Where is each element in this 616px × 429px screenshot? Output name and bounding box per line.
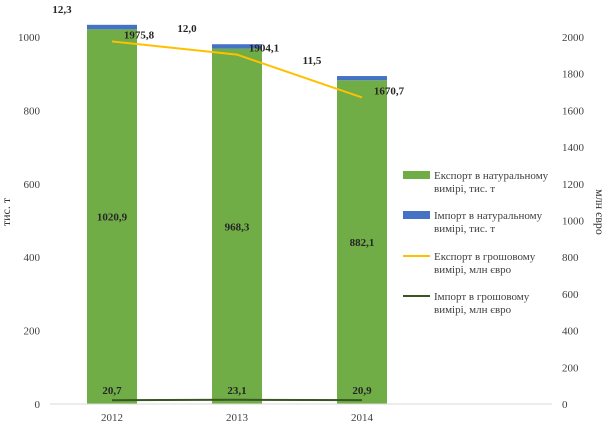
- data-label-import-volume: 12,0: [177, 23, 197, 35]
- bar-import-volume: [87, 24, 137, 30]
- data-label-export-volume: 882,1: [350, 237, 375, 249]
- legend-label: Імпорт в грошовому вимірі, млн євро: [434, 291, 530, 316]
- bar-import-volume: [212, 44, 262, 49]
- y-tick-label: 600: [24, 179, 41, 191]
- line-export-value: [111, 40, 363, 99]
- data-label-export-volume: 968,3: [225, 221, 250, 233]
- y2-tick-label: 1600: [562, 105, 585, 117]
- y2-tick-label: 1000: [562, 216, 585, 228]
- y2-tick-label: 1200: [562, 179, 585, 191]
- y2-tick-label: 600: [562, 289, 579, 301]
- y2-axis-ticks: 0 200 400 600 800 1000 1200 1400 1600 1800 2000: [562, 32, 585, 411]
- x-axis-ticks: 2012 2013 2014: [101, 412, 374, 424]
- data-label-export-value: 1975,8: [124, 29, 155, 41]
- bars: [87, 24, 387, 405]
- data-label-import-value: 20,7: [102, 385, 122, 397]
- y-axis-ticks: 0 200 400 600 800 1000: [18, 32, 41, 411]
- data-labels: 1020,9 968,3 882,1 12,3 12,0 11,5 1975,8 1904,1…: [52, 4, 404, 397]
- y-tick-label: 800: [24, 105, 41, 117]
- y2-tick-label: 400: [562, 326, 579, 338]
- data-label-import-volume: 12,3: [52, 4, 72, 16]
- legend-label: Імпорт в натуральному вимірі, тис. т: [434, 210, 543, 235]
- data-label-export-volume: 1020,9: [97, 212, 128, 224]
- data-label-import-value: 20,9: [352, 385, 372, 397]
- x-tick-label: 2012: [101, 412, 123, 424]
- lines: [111, 40, 363, 402]
- y2-axis-title: млн євро: [593, 189, 607, 235]
- y2-tick-label: 1400: [562, 142, 585, 154]
- data-label-import-volume: 11,5: [303, 55, 322, 67]
- y2-tick-label: 1800: [562, 69, 585, 81]
- legend-marker: [403, 211, 430, 219]
- bar-import-volume: [337, 76, 387, 81]
- legend-label: Експорт в натуральному вимірі, тис. т: [434, 170, 549, 195]
- legend-marker: [403, 171, 430, 179]
- data-label-export-value: 1904,1: [249, 43, 279, 55]
- y-tick-label: 200: [24, 326, 41, 338]
- y2-tick-label: 200: [562, 362, 579, 374]
- x-tick-label: 2014: [351, 412, 374, 424]
- y2-tick-label: 800: [562, 252, 579, 264]
- y2-tick-label: 0: [562, 399, 568, 411]
- bar-export-volume: [337, 80, 387, 405]
- y-axis-title: тис. т: [0, 197, 13, 226]
- legend-label: Експорт в грошовому вимірі, млн євро: [434, 251, 536, 276]
- x-tick-label: 2013: [226, 412, 249, 424]
- legend: Експорт в натуральному вимірі, тис. т Імпо…: [403, 170, 549, 316]
- y-tick-label: 1000: [18, 32, 41, 44]
- data-label-export-value: 1670,7: [374, 85, 405, 97]
- data-label-import-value: 23,1: [227, 385, 246, 397]
- y-tick-label: 400: [24, 252, 41, 264]
- y2-tick-label: 2000: [562, 32, 585, 44]
- bar-export-volume: [87, 29, 137, 404]
- bar-export-volume: [212, 48, 262, 404]
- y-tick-label: 0: [35, 399, 41, 411]
